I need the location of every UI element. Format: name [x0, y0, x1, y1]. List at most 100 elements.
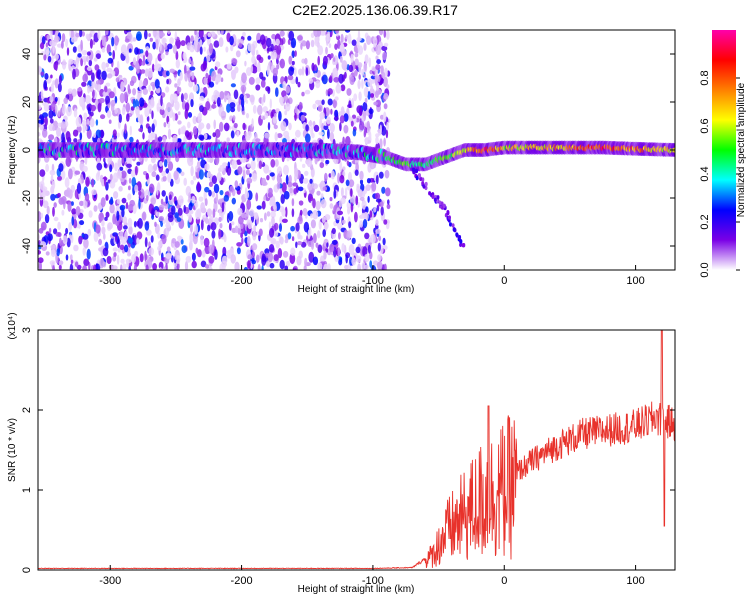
noise-speck [347, 160, 349, 166]
noise-speck [109, 52, 112, 56]
noise-speck [145, 221, 150, 230]
noise-speck [95, 224, 100, 233]
noise-speck [214, 184, 219, 193]
noise-speck [207, 208, 212, 217]
noise-speck [299, 200, 304, 205]
noise-speck [134, 185, 138, 193]
noise-speck [274, 254, 279, 261]
noise-speck [325, 160, 329, 164]
noise-speck [306, 40, 310, 49]
noise-speck [240, 232, 243, 238]
noise-speck [109, 164, 112, 172]
noise-speck [354, 212, 358, 223]
noise-speck [152, 123, 155, 132]
noise-speck [178, 87, 182, 93]
noise-speck [50, 170, 56, 176]
noise-speck [375, 229, 381, 234]
noise-speck [307, 158, 313, 167]
noise-speck [149, 184, 155, 194]
noise-speck [65, 39, 68, 47]
noise-speck [338, 232, 341, 239]
noise-speck [229, 223, 232, 231]
noise-speck [39, 169, 45, 177]
noise-speck [266, 175, 269, 180]
noise-speck [205, 217, 209, 224]
noise-speck [56, 127, 61, 137]
noise-speck [309, 78, 314, 84]
noise-speck [246, 113, 249, 119]
noise-speck [270, 44, 274, 52]
noise-speck [346, 88, 351, 96]
noise-speck [345, 35, 348, 39]
noise-speck [290, 226, 295, 232]
noise-speck [386, 122, 389, 130]
noise-speck [122, 263, 126, 270]
noise-speck [357, 80, 360, 89]
noise-speck [145, 50, 148, 57]
snr-y-tick-label: 3 [21, 327, 33, 333]
noise-speck [81, 82, 86, 87]
noise-speck [275, 39, 280, 46]
noise-speck [311, 240, 314, 250]
noise-speck [240, 94, 244, 100]
noise-speck [166, 79, 169, 84]
noise-speck [280, 260, 285, 270]
noise-speck [134, 221, 137, 227]
noise-speck [259, 160, 262, 169]
branch-mark [412, 168, 415, 172]
noise-speck [138, 198, 140, 209]
noise-speck [151, 171, 156, 177]
noise-speck [364, 131, 366, 138]
noise-speck [234, 90, 239, 100]
noise-speck [338, 74, 343, 84]
noise-speck [218, 229, 221, 240]
noise-speck [70, 264, 73, 274]
noise-speck [152, 84, 155, 90]
noise-speck [341, 42, 344, 52]
noise-speck [386, 30, 390, 40]
noise-speck [282, 81, 286, 90]
spectrogram-y-tick-label: 20 [21, 96, 33, 108]
noise-speck [175, 200, 178, 206]
noise-speck [290, 248, 295, 256]
noise-speck [207, 171, 211, 177]
noise-speck [75, 171, 81, 175]
noise-speck [359, 171, 363, 180]
noise-speck [350, 188, 352, 197]
noise-speck [257, 55, 262, 61]
noise-speck [357, 39, 360, 49]
noise-speck [334, 110, 338, 118]
noise-speck [349, 179, 354, 187]
noise-speck [130, 126, 132, 136]
noise-speck [297, 241, 302, 245]
noise-speck [148, 247, 154, 256]
noise-speck [124, 50, 129, 57]
noise-speck [294, 50, 297, 57]
noise-speck [283, 165, 289, 175]
noise-speck [72, 69, 76, 80]
noise-speck [113, 252, 116, 257]
noise-speck [44, 103, 50, 112]
noise-speck [312, 183, 318, 189]
noise-speck [120, 93, 125, 103]
snr-y-tick-label: 1 [21, 487, 33, 493]
noise-speck [147, 68, 152, 78]
noise-speck [107, 256, 112, 264]
noise-speck [375, 136, 379, 144]
noise-speck [59, 238, 62, 247]
noise-speck [159, 216, 165, 221]
noise-speck [348, 100, 351, 108]
noise-speck [40, 72, 44, 76]
noise-speck [283, 96, 288, 100]
noise-speck [112, 50, 115, 60]
noise-speck [375, 91, 379, 98]
noise-speck [151, 235, 154, 243]
noise-speck [126, 103, 130, 113]
noise-speck [235, 226, 239, 234]
noise-speck [77, 53, 81, 58]
noise-speck [295, 130, 301, 138]
noise-speck [302, 66, 304, 76]
noise-speck [273, 202, 277, 210]
noise-speck [140, 114, 144, 125]
noise-speck [387, 204, 391, 209]
